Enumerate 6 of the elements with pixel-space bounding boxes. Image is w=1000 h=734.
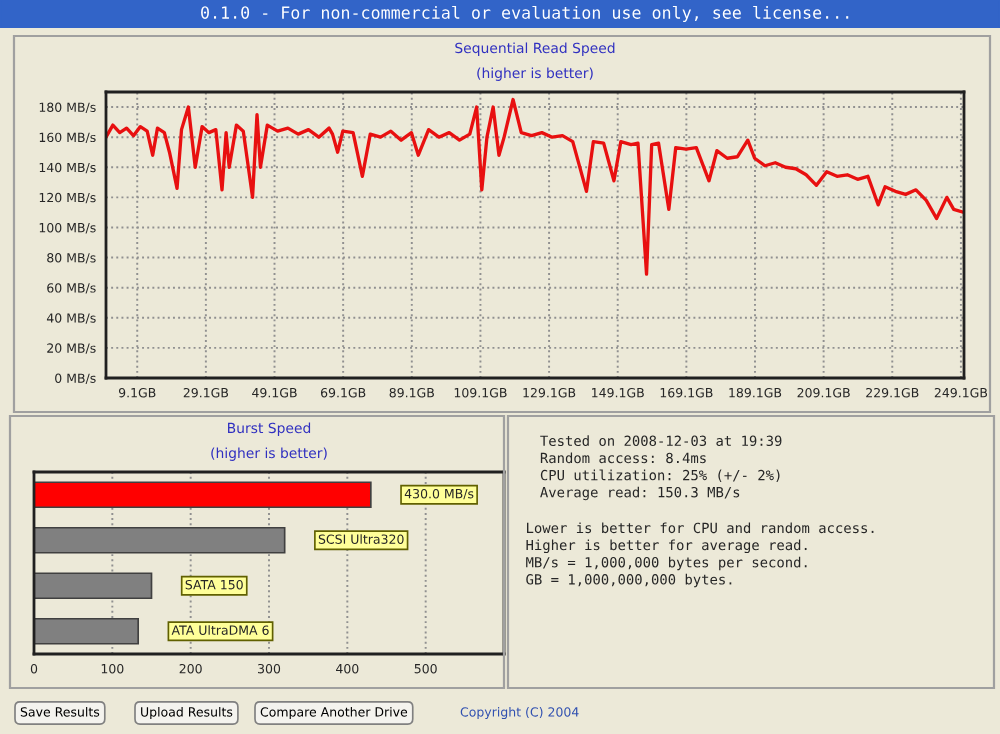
bar xyxy=(34,526,286,554)
bar xyxy=(34,481,372,509)
text: 0.1.0 - For non-commercial or evaluation use only, see license... xyxy=(201,5,849,23)
bar xyxy=(34,617,140,645)
line-series xyxy=(106,97,964,276)
bar xyxy=(34,572,153,600)
